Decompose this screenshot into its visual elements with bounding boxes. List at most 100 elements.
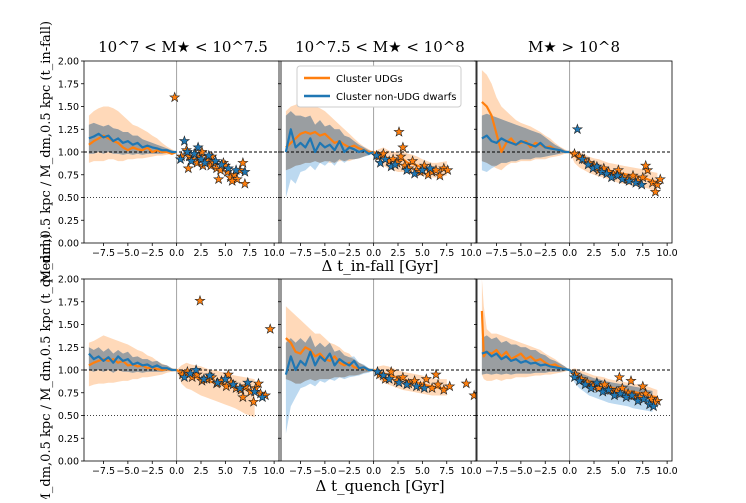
panel-r0c0-ytick-label-8: 2.00	[58, 57, 79, 68]
legend-nonudg-label: Cluster non-UDG dwarfs	[336, 92, 457, 103]
panel-r1c1-xtick-label-1: −5.0	[313, 466, 336, 477]
panel-r1c0-xtick-label-1: −5.0	[116, 466, 139, 477]
panel-r1c1-xtick-label-7: 10.0	[461, 466, 482, 477]
panel-r1c1-xtick-label-5: 5.0	[415, 466, 430, 477]
panel-r1c2-xtick-label-7: 10.0	[657, 466, 678, 477]
panel-r0c0-xtick-label-1: −5.0	[116, 248, 139, 259]
panel-r0c1-xtick-label-0: −7.5	[289, 248, 312, 259]
row1-ylabel: M_dm,0.5 kpc / M_dm,0.5 kpc (t_quench)	[39, 234, 54, 499]
panel-r0c0-plot-area	[84, 61, 279, 243]
panel-r1c2-nonudg-median	[481, 350, 653, 403]
panel-r1c2-xtick-label-2: −2.5	[534, 466, 557, 477]
panel-r1c2: −7.5 −5.0 −2.5 0.0 2.5 5.0 7.5 10.0	[474, 278, 678, 477]
panel-r0c0-udg-median	[88, 134, 177, 155]
panel-r0c2-plot-area	[477, 61, 672, 243]
panel-r1c0-ytick-label-3: 0.75	[58, 388, 79, 399]
panel-r0c1-udg-star-18	[393, 126, 405, 137]
panel-r0c0: −7.5 −5.0 −2.5 0.0 2.5 5.0 7.5 10.0 0.00 0.25 0.50…	[58, 57, 285, 260]
row0-xlabel: Δ t_in-fall [Gyr]	[322, 257, 439, 275]
panel-r0c1-overlap-band	[285, 111, 374, 171]
panel-r0c0-ytick-label-2: 0.50	[58, 193, 79, 204]
panel-r0c0-ytick-label-4: 1.00	[58, 148, 79, 159]
legend-box	[296, 65, 462, 108]
panel-r0c1-xtick-label-2: −2.5	[338, 248, 361, 259]
panel-r0c1-udg-star-19	[397, 141, 409, 152]
panel-r1c1-xtick-label-0: −7.5	[289, 466, 312, 477]
panel-r1c0-xtick-label-4: 2.5	[193, 466, 208, 477]
panel-r0c2-udg-band	[481, 70, 658, 192]
panel-r1c2-plot-area	[477, 279, 672, 461]
panel-r1c2-xtick-label-0: −7.5	[485, 466, 508, 477]
panel-r1c1-udg-star-15	[430, 369, 442, 380]
col-title-1: 10^7.5 < M★ < 10^8	[295, 38, 465, 56]
col-title-2: M★ > 10^8	[528, 38, 620, 56]
panel-r0c0-xtick-label-6: 7.5	[242, 248, 257, 259]
panel-r1c1-plot-area	[281, 279, 476, 461]
panel-r1c0-ytick-label-6: 1.50	[58, 320, 79, 331]
panel-r0c2-xtick-label-1: −5.0	[509, 248, 532, 259]
panel-r0c2-xtick-label-4: 2.5	[586, 248, 601, 259]
panel-r1c0-xtick-label-0: −7.5	[92, 466, 115, 477]
panel-r1c1-udg-star-13	[461, 378, 472, 389]
panel-r0c0-xtick-label-7: 10.0	[264, 248, 285, 259]
panel-r1c0-ytick-label-5: 1.25	[58, 343, 79, 354]
panel-r0c1-xtick-label-6: 7.5	[439, 248, 454, 259]
panel-r1c0-xtick-label-6: 7.5	[242, 466, 257, 477]
panel-r0c0-xtick-label-0: −7.5	[92, 248, 115, 259]
panel-r1c0-xtick-label-3: 0.0	[169, 466, 184, 477]
panel-r0c1: −7.5 −5.0 −2.5 0.0 2.5 5.0 7.5 10.0	[278, 60, 482, 259]
panel-r0c1-xtick-label-7: 10.0	[461, 248, 482, 259]
panel-r0c2-nonudg-star-0	[572, 123, 583, 134]
panel-r0c2-nonudg-median	[481, 134, 570, 154]
panel-r0c0-ytick-label-5: 1.25	[58, 125, 79, 136]
panel-r0c0-nonudg-star-1	[179, 135, 190, 146]
panel-r0c2-xtick-label-7: 10.0	[657, 248, 678, 259]
panel-r1c2-xtick-label-5: 5.0	[611, 466, 626, 477]
panel-r0c0-nonudg-median	[88, 132, 177, 154]
panel-r1c1-xtick-label-2: −2.5	[338, 466, 361, 477]
panel-r1c0: −7.5 −5.0 −2.5 0.0 2.5 5.0 7.5 10.0 0.00 0.25 0.50…	[58, 275, 285, 478]
panel-r1c0-ytick-label-8: 2.00	[58, 275, 79, 286]
panel-r0c0-xtick-label-5: 5.0	[218, 248, 233, 259]
panel-r0c2-xtick-label-6: 7.5	[635, 248, 650, 259]
panel-r1c1: −7.5 −5.0 −2.5 0.0 2.5 5.0 7.5 10.0	[278, 278, 482, 477]
panel-r1c1-nonudg-median	[284, 350, 374, 375]
panel-r0c2-overlap-band	[481, 113, 570, 166]
panels-layer: −7.5 −5.0 −2.5 0.0 2.5 5.0 7.5 10.00.000.250.50…	[58, 57, 678, 478]
legend-udg-label: Cluster UDGs	[336, 74, 403, 85]
panel-r0c2-xtick-label-2: −2.5	[534, 248, 557, 259]
panel-r1c0-ytick-label-4: 1.00	[58, 366, 79, 377]
panel-r0c1-xtick-label-3: 0.0	[366, 248, 381, 259]
panel-r1c0-xtick-label-7: 10.0	[264, 466, 285, 477]
panel-r1c2-xtick-label-6: 7.5	[635, 466, 650, 477]
panel-r0c1-xtick-label-1: −5.0	[313, 248, 336, 259]
panel-r0c0-ytick-label-0: 0.00	[58, 239, 79, 250]
panel-r1c0-ytick-label-1: 0.25	[58, 434, 79, 445]
panel-r0c0-xtick-label-3: 0.0	[169, 248, 184, 259]
panel-r0c1-xtick-label-4: 2.5	[390, 248, 405, 259]
panel-r1c1-xtick-label-3: 0.0	[366, 466, 381, 477]
panel-r0c1-xtick-label-5: 5.0	[415, 248, 430, 259]
panel-r0c0-udg-star-0	[169, 91, 180, 102]
panel-r1c0-nonudg-median	[88, 352, 177, 372]
panel-r0c2-xtick-label-3: 0.0	[562, 248, 577, 259]
col-title-0: 10^7 < M★ < 10^7.5	[98, 38, 268, 56]
panel-r1c0-ytick-label-7: 1.75	[58, 297, 79, 308]
panel-r0c1-plot-area	[281, 61, 476, 243]
row1-xlabel: Δ t_quench [Gyr]	[315, 477, 444, 495]
panel-r1c0-ytick-label-0: 0.00	[58, 457, 79, 468]
panel-r0c2-xtick-label-0: −7.5	[485, 248, 508, 259]
panel-r0c0-overlap-band	[88, 122, 177, 155]
panel-r0c0-ytick-label-3: 0.75	[58, 170, 79, 181]
panel-r1c0-ytick-label-2: 0.50	[58, 411, 79, 422]
panel-r1c2-xtick-label-4: 2.5	[586, 466, 601, 477]
panel-r1c1-xtick-label-6: 7.5	[439, 466, 454, 477]
panel-r0c0-xtick-label-4: 2.5	[193, 248, 208, 259]
row0-ylabel: M_dm,0.5 kpc / M_dm,0.5 kpc (t_in-fall)	[39, 21, 54, 283]
panel-r1c0-xtick-label-2: −2.5	[141, 466, 164, 477]
panel-r1c0-udg-star-18	[264, 323, 276, 334]
panel-r1c1-udg-star-14	[468, 390, 476, 401]
panel-r1c1-xtick-label-4: 2.5	[390, 466, 405, 477]
